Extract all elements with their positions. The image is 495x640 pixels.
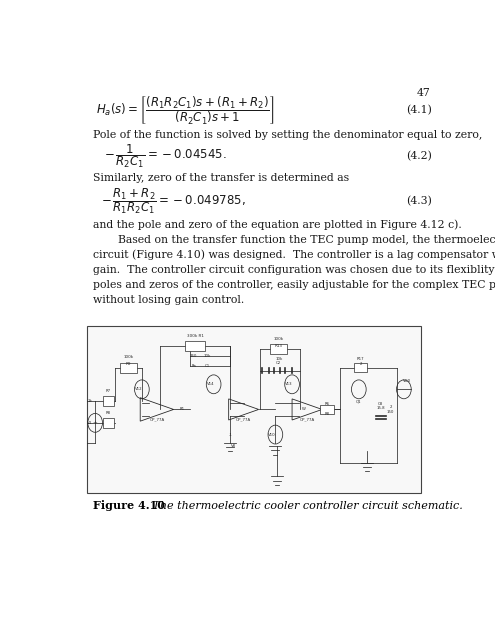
Text: 47: 47: [416, 88, 430, 98]
Text: 10k
C2: 10k C2: [275, 356, 282, 365]
Text: OP_77A: OP_77A: [149, 417, 164, 422]
Text: gain.  The controller circuit configuration was chosen due to its flexiblity of : gain. The controller circuit configurati…: [93, 265, 495, 275]
Bar: [185, 340, 205, 351]
Bar: [87, 326, 421, 493]
Bar: [102, 418, 114, 428]
Text: 100k: 100k: [123, 355, 134, 360]
Text: 10k: 10k: [203, 354, 210, 358]
Text: R7: R7: [106, 389, 111, 393]
Text: $-\,\dfrac{1}{R_2C_1} = -0.04545.$: $-\,\dfrac{1}{R_2C_1} = -0.04545.$: [104, 141, 227, 170]
Text: R8: R8: [106, 411, 111, 415]
Text: without losing gain control.: without losing gain control.: [93, 294, 244, 305]
Text: Ra: Ra: [191, 364, 196, 368]
Text: Figure 4.10: Figure 4.10: [93, 500, 164, 511]
Text: C8
15.8: C8 15.8: [376, 402, 385, 410]
Text: -1: -1: [228, 433, 232, 436]
Text: The thermoelectric cooler controller circuit schematic.: The thermoelectric cooler controller cir…: [149, 500, 463, 511]
Text: 2: 2: [359, 362, 362, 366]
Text: V13: V13: [285, 382, 293, 387]
Bar: [354, 364, 367, 372]
Text: Q1: Q1: [356, 399, 362, 403]
Text: W: W: [302, 408, 306, 412]
Bar: [320, 405, 334, 414]
Text: +: +: [93, 420, 98, 426]
Text: OP_77A: OP_77A: [299, 417, 315, 422]
Text: 100k: 100k: [274, 337, 284, 341]
Text: $H_a(s) = \left[\dfrac{(R_1R_2C_1)s+(R_1+R_2)}{(R_2C_1)s+1}\right]$: $H_a(s) = \left[\dfrac{(R_1R_2C_1)s+(R_1…: [96, 94, 274, 126]
Text: $-\,\dfrac{R_1+R_2}{R_1R_2C_1} = -0.049785,$: $-\,\dfrac{R_1+R_2}{R_1R_2C_1} = -0.0497…: [101, 186, 246, 216]
Text: 260: 260: [190, 354, 198, 358]
Text: V1: V1: [88, 421, 93, 425]
Text: V12: V12: [135, 387, 143, 391]
Text: (4.1): (4.1): [406, 105, 432, 115]
Text: 2
150: 2 150: [387, 405, 394, 413]
Text: 1k: 1k: [88, 399, 93, 403]
Text: VO0: VO0: [403, 379, 411, 383]
Text: R9: R9: [126, 362, 131, 366]
Text: Based on the transfer function the TEC pump model, the thermoelectric controller: Based on the transfer function the TEC p…: [117, 236, 495, 245]
Text: 300k R1: 300k R1: [187, 333, 204, 338]
Text: C1: C1: [204, 364, 209, 368]
Text: (4.2): (4.2): [406, 150, 432, 161]
Text: Similarly, zero of the transfer is determined as: Similarly, zero of the transfer is deter…: [93, 173, 348, 183]
Text: OP_77A: OP_77A: [236, 417, 251, 422]
Bar: [270, 344, 287, 354]
Text: R17: R17: [357, 357, 364, 361]
Text: V8: V8: [231, 444, 236, 448]
Text: R1: R1: [179, 408, 185, 412]
Text: poles and zeros of the controller, easily adjustable for the complex TEC pump mo: poles and zeros of the controller, easil…: [93, 280, 495, 290]
Text: (4.3): (4.3): [406, 196, 432, 206]
Text: and the pole and zero of the equation are plotted in Figure 4.12 c).: and the pole and zero of the equation ar…: [93, 220, 461, 230]
Text: R6: R6: [325, 403, 330, 406]
Text: circuit (Figure 4.10) was designed.  The controller is a lag compensator with a : circuit (Figure 4.10) was designed. The …: [93, 250, 495, 260]
Bar: [120, 362, 137, 372]
Text: R13: R13: [275, 344, 283, 348]
Text: V14: V14: [206, 382, 214, 387]
Bar: [102, 396, 114, 406]
Text: V10: V10: [268, 433, 276, 436]
Text: Pole of the function is solved by setting the denominator equal to zero,: Pole of the function is solved by settin…: [93, 130, 482, 140]
Text: R8: R8: [325, 412, 330, 417]
